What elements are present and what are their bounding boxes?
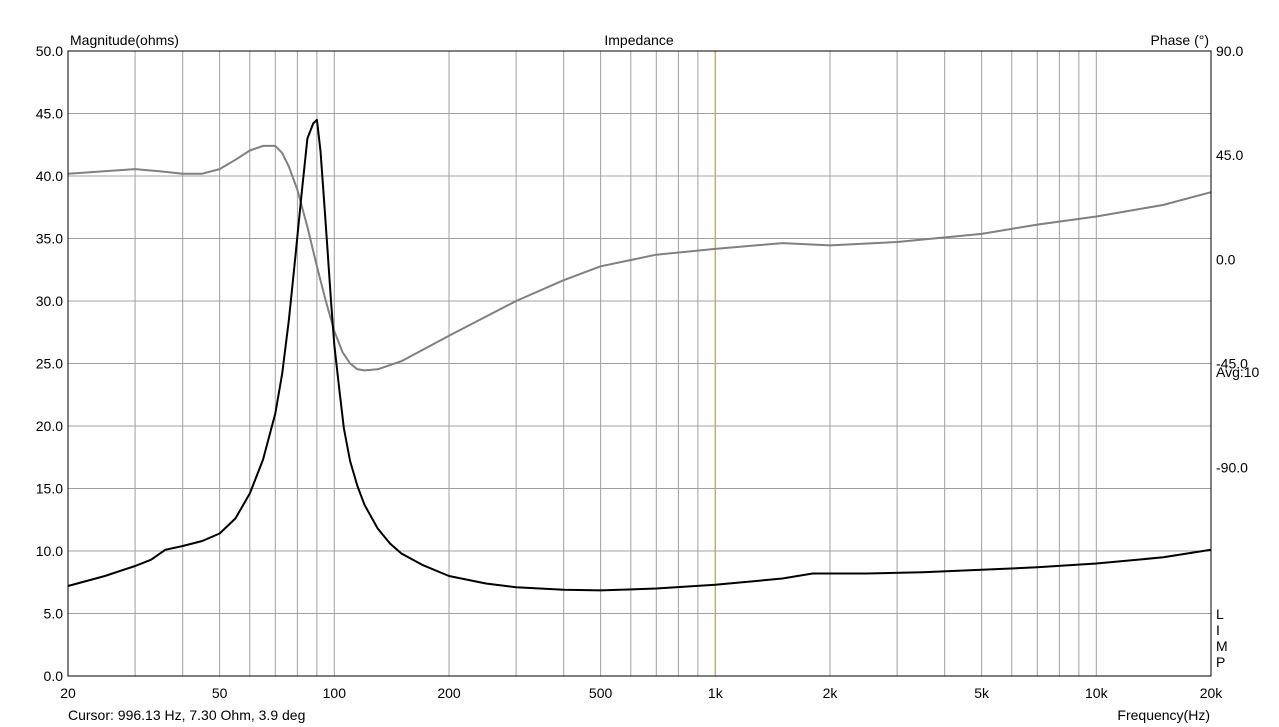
y-tick-label: 45.0 <box>36 106 63 122</box>
y-tick-label: 25.0 <box>36 356 63 372</box>
x-tick-label: 10k <box>1085 685 1109 701</box>
x-tick-label: 500 <box>589 685 613 701</box>
y-tick-label: 30.0 <box>36 293 63 309</box>
x-tick-label: 1k <box>708 685 724 701</box>
y-tick-label: 10.0 <box>36 543 63 559</box>
y-tick-label: 0.0 <box>44 668 64 684</box>
x-tick-label: 2k <box>823 685 839 701</box>
y-tick-label: 40.0 <box>36 168 63 184</box>
limp-letter: L <box>1216 606 1224 622</box>
y2-tick-label: 90.0 <box>1216 43 1243 59</box>
x-tick-labels: 20 50 100 200 500 1k 2k 5k 10k 20k <box>60 685 1223 701</box>
y2-tick-label: -90.0 <box>1216 460 1248 476</box>
cursor-readout: Cursor: 996.13 Hz, 7.30 Ohm, 3.9 deg <box>68 707 305 723</box>
phase-series-line <box>67 144 1212 372</box>
plot-lines <box>67 118 1212 592</box>
y-tick-labels: 0.0 5.0 10.0 15.0 20.0 25.0 30.0 35.0 40.0 45.0 50… <box>36 43 63 684</box>
avg-label: Avg:10 <box>1216 364 1260 380</box>
y-tick-label: 35.0 <box>36 231 63 247</box>
y-axis-label: Magnitude(ohms) <box>70 32 179 48</box>
x-tick-label: 100 <box>323 685 347 701</box>
y-tick-label: 5.0 <box>44 606 64 622</box>
y2-axis-label: Phase (°) <box>1150 32 1209 48</box>
y-tick-label: 50.0 <box>36 43 63 59</box>
x-tick-label: 20k <box>1200 685 1224 701</box>
x-tick-label: 20 <box>60 685 76 701</box>
chart-title: Impedance <box>604 32 673 48</box>
plot-frame <box>67 50 1212 677</box>
limp-letter: I <box>1216 622 1220 638</box>
x-tick-label: 200 <box>437 685 461 701</box>
y-tick-label: 20.0 <box>36 418 63 434</box>
y2-tick-label: 45.0 <box>1216 147 1243 163</box>
limp-letter: P <box>1216 654 1225 670</box>
y2-tick-labels: 90.0 45.0 0.0 -45.0 -90.0 <box>1216 43 1248 476</box>
x-tick-label: 50 <box>212 685 228 701</box>
grid <box>68 51 1211 676</box>
y-tick-label: 15.0 <box>36 481 63 497</box>
y2-tick-label: 0.0 <box>1216 251 1236 267</box>
magnitude-series-line <box>67 118 1212 592</box>
x-tick-label: 5k <box>974 685 990 701</box>
limp-letter: M <box>1216 638 1228 654</box>
y2-tick-label: -45.0 <box>1216 356 1248 372</box>
x-axis-label: Frequency(Hz) <box>1117 707 1210 723</box>
